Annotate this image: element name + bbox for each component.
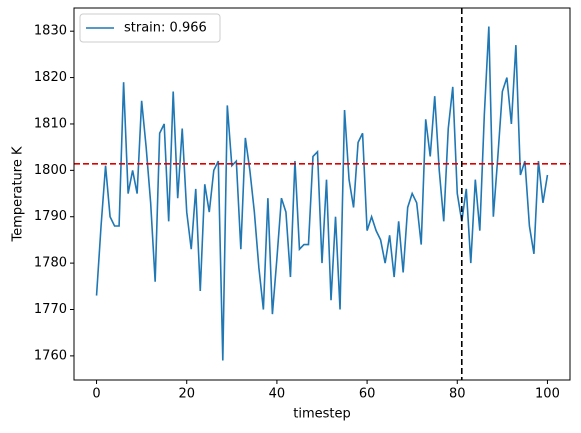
y-tick-label: 1820 [34, 70, 67, 85]
x-tick-label: 40 [269, 387, 286, 402]
legend-label: strain: 0.966 [124, 21, 207, 36]
y-tick-label: 1800 [34, 163, 67, 178]
x-tick-label: 80 [449, 387, 466, 402]
y-tick-label: 1780 [34, 256, 67, 271]
y-tick-label: 1810 [34, 116, 67, 131]
y-tick-label: 1760 [34, 348, 67, 363]
plot-frame [73, 7, 571, 381]
data-line [95, 26, 549, 361]
x-tick-label: 20 [178, 387, 195, 402]
y-tick-label: 1830 [34, 24, 67, 39]
x-axis-label: timestep [293, 407, 351, 422]
y-tick-label: 1770 [34, 302, 67, 317]
x-tick-label: 0 [92, 387, 100, 402]
legend-box [79, 13, 221, 43]
x-tick-label: 60 [359, 387, 376, 402]
y-axis-label: Temperature K [11, 146, 26, 242]
x-tick-label: 100 [535, 387, 560, 402]
y-tick-label: 1790 [34, 209, 67, 224]
